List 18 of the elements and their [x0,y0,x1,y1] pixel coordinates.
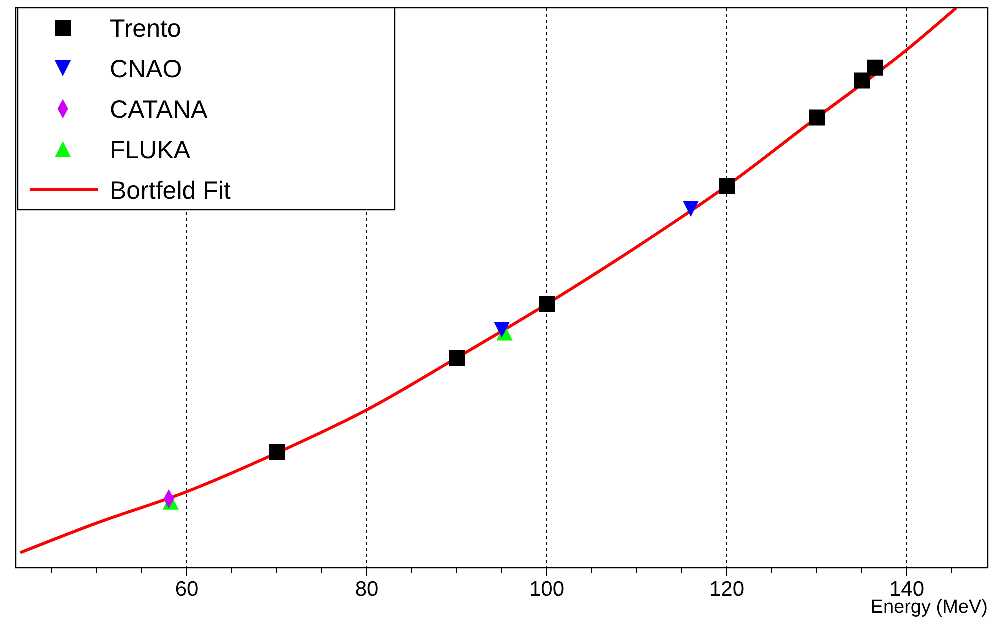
legend-label: FLUKA [110,136,191,164]
x-tick-label: 60 [175,578,199,601]
legend-label: CATANA [110,96,208,124]
legend-label: Trento [110,15,182,43]
point [494,322,510,338]
legend-label: Bortfeld Fit [110,177,231,205]
point [539,296,555,312]
point [854,72,870,89]
point [449,350,465,366]
x-tick-label: 120 [709,578,745,601]
point [809,110,825,126]
point [269,444,285,460]
x-tick-label: 80 [355,578,379,601]
x-tick-label: 100 [529,578,565,601]
point [683,201,699,218]
point [719,178,735,194]
point [868,60,884,76]
legend-label: CNAO [110,56,182,84]
